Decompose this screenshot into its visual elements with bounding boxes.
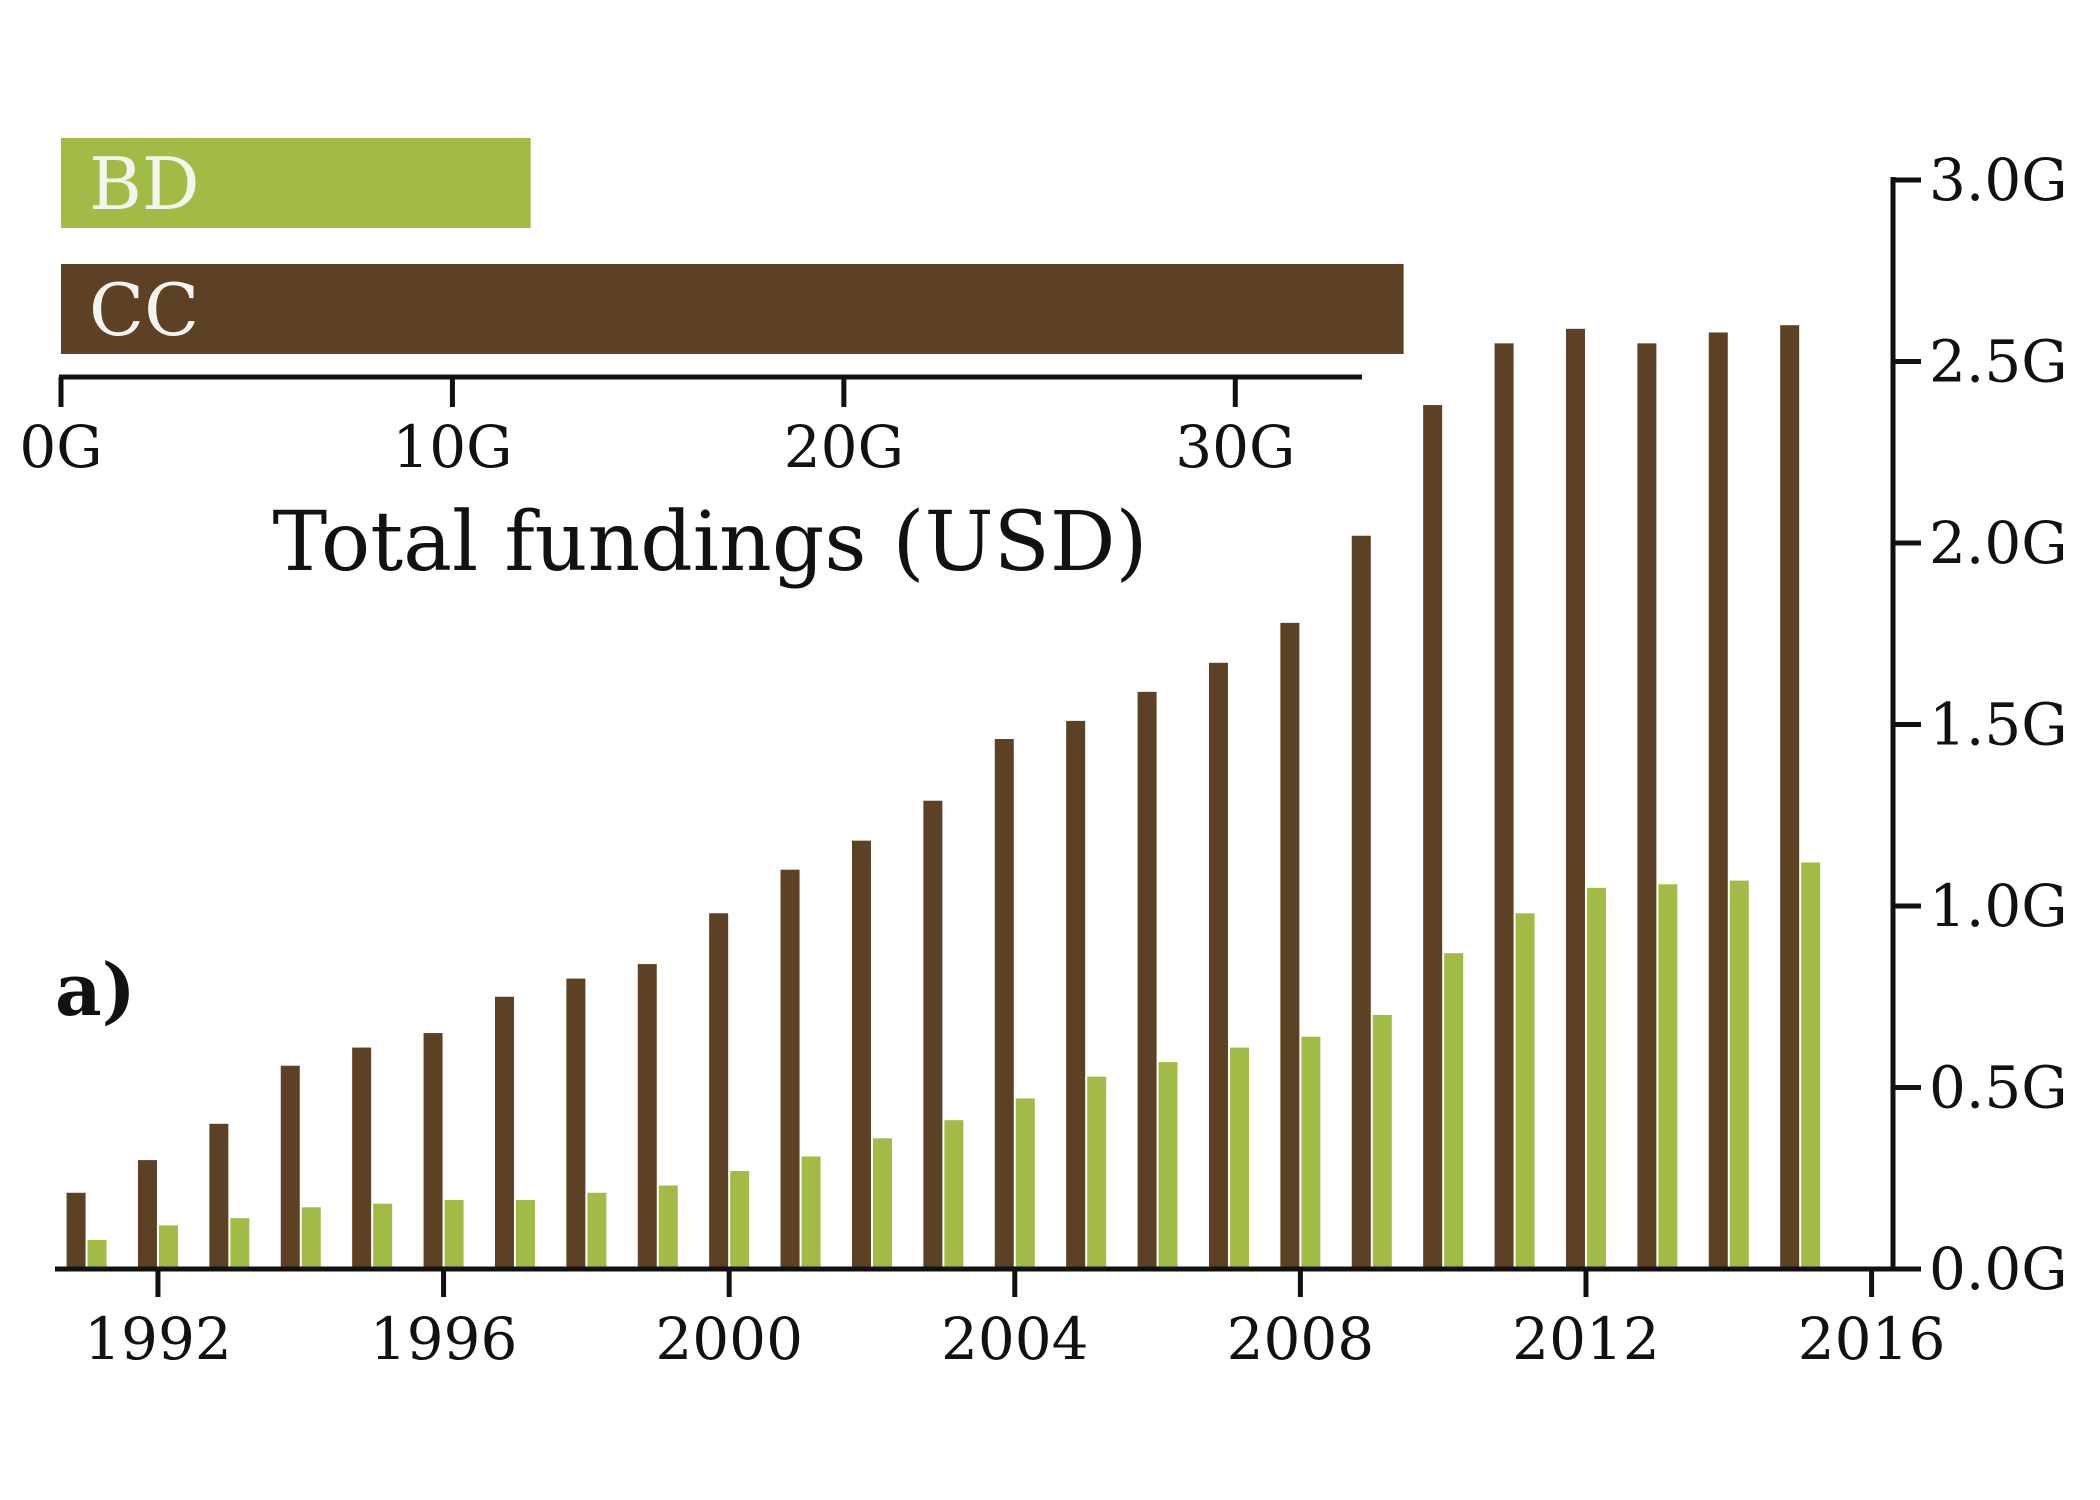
- x-tick-label: 1996: [370, 1305, 518, 1373]
- bar-cc-1998: [566, 978, 586, 1269]
- total-bar-label-bd: BD: [89, 142, 200, 226]
- bar-cc-2005: [1066, 720, 1086, 1269]
- bar-bd-1998: [587, 1192, 607, 1269]
- bar-cc-2009: [1351, 535, 1371, 1269]
- panel-label: a): [55, 947, 136, 1032]
- bar-bd-2004: [1015, 1098, 1035, 1269]
- bar-cc-2015: [1780, 325, 1800, 1269]
- bar-bd-2003: [944, 1120, 964, 1269]
- bar-cc-2011: [1494, 343, 1514, 1270]
- total-bar-cc: [61, 264, 1404, 354]
- bar-cc-1995: [352, 1047, 372, 1269]
- x-tick-label: 2016: [1798, 1305, 1946, 1373]
- bar-bd-2000: [730, 1170, 750, 1269]
- bar-bd-2010: [1444, 953, 1464, 1269]
- bar-bd-2012: [1586, 887, 1606, 1269]
- x-axis-ticks: 1992 1996 2000 2004 2008 2012 2016: [84, 1269, 1945, 1373]
- bar-cc-2008: [1280, 622, 1300, 1269]
- bar-cc-2007: [1208, 662, 1228, 1269]
- bar-bd-2015: [1801, 862, 1821, 1269]
- total-funding-inset: BD CC 0G 10G 20G 30G Total fundings (USD): [19, 138, 1404, 590]
- bar-bd-1991: [87, 1239, 107, 1269]
- bar-bd-1999: [658, 1185, 678, 1269]
- bar-bd-2005: [1087, 1076, 1107, 1269]
- x-tick-label: 2008: [1227, 1305, 1375, 1373]
- bar-cc-2012: [1565, 328, 1585, 1270]
- x-tick-label: 1992: [84, 1305, 232, 1373]
- bar-bd-2013: [1658, 884, 1678, 1269]
- bar-cc-2003: [923, 800, 943, 1269]
- bar-cc-2001: [780, 869, 800, 1269]
- bar-bd-1997: [515, 1200, 535, 1269]
- y-tick-label: 2.5G: [1929, 328, 2068, 396]
- y-tick-label: 2.0G: [1929, 509, 2068, 577]
- y-tick-label: 0.0G: [1929, 1235, 2068, 1303]
- inset-x-tick-label: 10G: [392, 413, 512, 481]
- bar-cc-2010: [1423, 405, 1443, 1269]
- bar-cc-2013: [1637, 343, 1657, 1270]
- total-bar-label-cc: CC: [89, 268, 199, 352]
- bar-bd-2011: [1515, 913, 1535, 1269]
- bar-cc-1996: [423, 1033, 443, 1269]
- inset-x-tick-label: 0G: [19, 413, 102, 481]
- bar-bd-1994: [301, 1207, 321, 1269]
- bar-cc-1991: [66, 1192, 86, 1269]
- bar-bd-2007: [1229, 1047, 1249, 1269]
- bar-cc-1994: [280, 1065, 300, 1269]
- bar-cc-2000: [709, 913, 729, 1269]
- inset-x-axis-title: Total fundings (USD): [273, 495, 1148, 590]
- bar-bd-2001: [801, 1156, 821, 1269]
- bar-bd-2006: [1158, 1062, 1178, 1269]
- annual-bars: [66, 325, 1821, 1270]
- bar-cc-1997: [494, 996, 514, 1269]
- bar-cc-1999: [637, 964, 657, 1269]
- x-tick-label: 2012: [1512, 1305, 1660, 1373]
- bar-bd-2008: [1301, 1036, 1321, 1269]
- bar-bd-2009: [1372, 1014, 1392, 1269]
- total-bar-bd: [61, 138, 531, 228]
- x-tick-label: 2000: [655, 1305, 803, 1373]
- x-tick-label: 2004: [941, 1305, 1089, 1373]
- y-tick-label: 0.5G: [1929, 1054, 2068, 1122]
- bar-bd-1995: [373, 1203, 393, 1269]
- inset-x-axis-ticks: 0G 10G 20G 30G: [19, 377, 1295, 481]
- total-bars: BD CC: [61, 138, 1404, 354]
- y-tick-label: 1.5G: [1929, 691, 2068, 759]
- bar-cc-2006: [1137, 691, 1157, 1269]
- bar-bd-1992: [158, 1225, 178, 1269]
- bar-cc-1992: [137, 1160, 157, 1269]
- bar-bd-2014: [1729, 880, 1749, 1269]
- y-tick-label: 3.0G: [1929, 146, 2068, 214]
- bar-cc-2014: [1708, 332, 1728, 1270]
- bar-cc-2004: [994, 739, 1014, 1269]
- inset-x-tick-label: 30G: [1175, 413, 1295, 481]
- bar-cc-2002: [851, 840, 871, 1269]
- bar-bd-2002: [872, 1138, 892, 1269]
- bar-bd-1993: [230, 1218, 250, 1269]
- y-tick-label: 1.0G: [1929, 872, 2068, 940]
- inset-x-tick-label: 20G: [784, 413, 904, 481]
- bar-bd-1996: [444, 1200, 464, 1269]
- annual-funding-plot: 1992 1996 2000 2004 2008 2012 2016 0.0G 0.5G 1.0…: [55, 146, 2068, 1373]
- bar-cc-1993: [209, 1123, 229, 1269]
- y-axis-ticks: 0.0G 0.5G 1.0G 1.5G 2.0G 2.5G 3.0G: [1893, 146, 2068, 1303]
